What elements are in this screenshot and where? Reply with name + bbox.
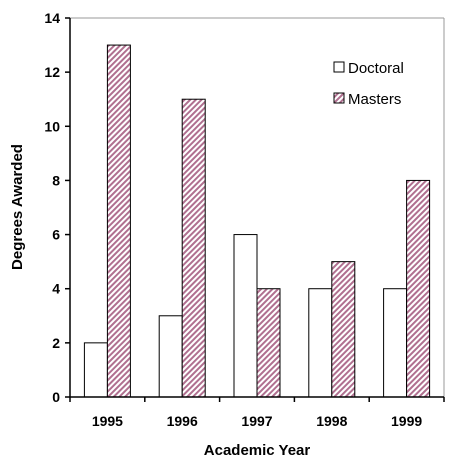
x-axis-ticks: 1995 1996 1997 1998 1999 bbox=[69, 397, 445, 429]
x-axis-title: Academic Year bbox=[204, 442, 311, 459]
legend: Doctoral Masters bbox=[333, 60, 404, 108]
y-tick-label: 4 bbox=[52, 281, 60, 297]
y-tick-label: 2 bbox=[52, 335, 60, 351]
axes bbox=[69, 18, 444, 398]
bar-doctoral-1997 bbox=[233, 234, 258, 398]
bar-masters-1999 bbox=[406, 179, 431, 398]
x-tick-label-1999: 1999 bbox=[391, 413, 422, 429]
x-tick-label-1995: 1995 bbox=[92, 413, 123, 429]
y-tick-label: 8 bbox=[52, 172, 60, 188]
y-tick-label: 0 bbox=[52, 389, 60, 405]
y-tick-label: 10 bbox=[44, 118, 60, 134]
y-tick-label: 14 bbox=[44, 10, 60, 26]
y-tick-label: 12 bbox=[44, 64, 60, 80]
y-axis-title: Degrees Awarded bbox=[9, 144, 26, 270]
plot-area bbox=[70, 17, 445, 397]
x-tick-label-1997: 1997 bbox=[241, 413, 272, 429]
legend-swatch-doctoral bbox=[333, 61, 345, 73]
bar-doctoral-1999 bbox=[383, 288, 408, 398]
legend-label-doctoral: Doctoral bbox=[348, 60, 404, 77]
bar-doctoral-1998 bbox=[308, 288, 333, 398]
bar-doctoral-1995 bbox=[83, 342, 108, 398]
y-tick-label: 6 bbox=[52, 227, 60, 243]
legend-label-masters: Masters bbox=[348, 91, 401, 108]
bar-masters-1998 bbox=[331, 261, 356, 398]
bar-masters-1997 bbox=[256, 288, 281, 398]
legend-swatch-masters bbox=[333, 92, 345, 104]
bar-masters-1995 bbox=[106, 44, 131, 398]
x-tick-label-1996: 1996 bbox=[167, 413, 198, 429]
bar-masters-1996 bbox=[181, 98, 206, 398]
bar-doctoral-1996 bbox=[158, 315, 183, 398]
x-tick-label-1998: 1998 bbox=[316, 413, 347, 429]
y-axis-ticks: 0 2 4 6 8 10 12 14 bbox=[44, 10, 70, 405]
